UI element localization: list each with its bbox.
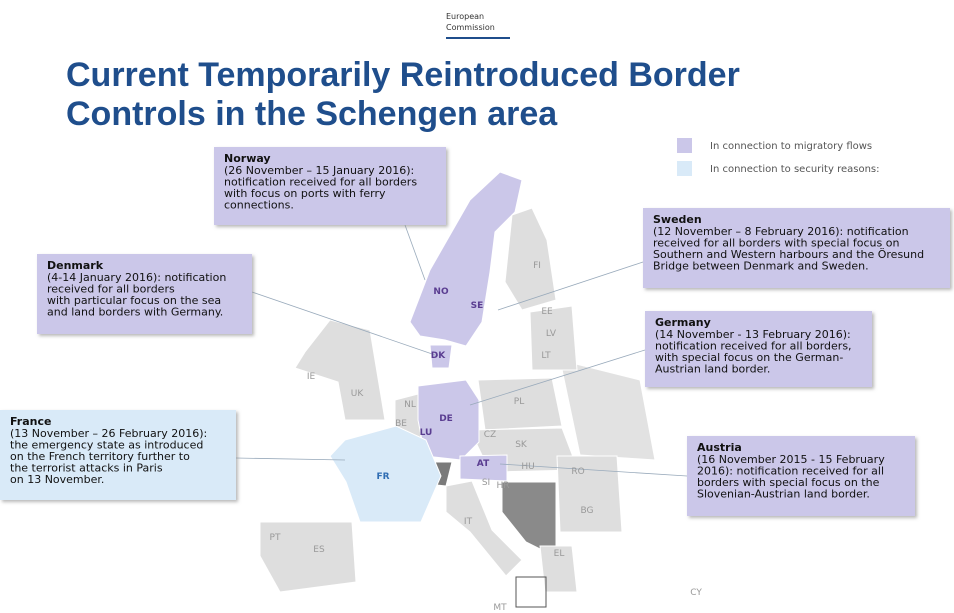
callout-title: Sweden — [653, 213, 702, 226]
country-label: SE — [471, 301, 484, 311]
callout-box — [645, 311, 872, 387]
country-label: SI — [482, 478, 490, 488]
land — [259, 521, 357, 593]
callout-line: on 13 November. — [10, 473, 104, 486]
callout-line: (14 November - 13 February 2016): — [655, 328, 851, 341]
land — [417, 379, 480, 461]
legend-swatch — [677, 161, 692, 176]
legend-swatch — [677, 138, 692, 153]
callout-line: received for all borders — [47, 283, 175, 296]
connector — [469, 349, 646, 406]
callout-line: (4-14 January 2016): notification — [47, 271, 226, 284]
callout-line: (13 November – 26 February 2016): — [10, 427, 207, 440]
country-label: CZ — [484, 430, 496, 440]
callout-title: Austria — [697, 441, 742, 454]
country-label: NO — [433, 287, 449, 297]
country-label: LT — [541, 351, 551, 361]
country-label: RO — [571, 467, 584, 477]
land — [477, 377, 563, 431]
country-label: EL — [554, 549, 565, 559]
country-label: UK — [351, 389, 365, 399]
land — [459, 454, 508, 482]
country-label: DE — [439, 414, 453, 424]
callout-line: (12 November – 8 February 2016): notific… — [653, 225, 909, 238]
callout-line: received for all borders with special fo… — [653, 237, 899, 250]
country-label: IE — [307, 372, 316, 382]
country-label: AT — [477, 459, 490, 469]
country-label: IT — [464, 517, 473, 527]
country-label: FI — [533, 261, 541, 271]
connector — [499, 463, 688, 477]
country-label: PL — [514, 397, 524, 407]
legend-label: In connection to migratory flows — [710, 141, 872, 152]
callout-title: France — [10, 415, 51, 428]
country-label: EE — [541, 307, 553, 317]
callout-line: notification received for all borders, — [655, 340, 852, 353]
map — [259, 171, 656, 608]
land — [559, 359, 656, 461]
callout-line: with special focus on the German- — [655, 351, 843, 364]
callout-box — [0, 410, 236, 500]
callout-title: Norway — [224, 152, 271, 165]
country-label: BG — [581, 506, 594, 516]
inset-frame — [515, 576, 547, 608]
country-label: FR — [376, 472, 389, 482]
connector — [235, 457, 346, 461]
callout-line: borders with special focus on the — [697, 476, 880, 489]
callout-title: Denmark — [47, 259, 104, 272]
country-label: HU — [521, 462, 534, 472]
callout-line: Bridge between Denmark and Sweden. — [653, 260, 869, 273]
callout-box — [214, 147, 446, 225]
title-line: Controls in the Schengen area — [66, 95, 558, 133]
country-label: PT — [270, 533, 281, 543]
callout-line: connections. — [224, 199, 294, 212]
country-label: MT — [493, 603, 507, 613]
country-label: LV — [546, 329, 557, 339]
title-line: Current Temporarily Reintroduced Border — [66, 56, 740, 94]
callout-line: Slovenian-Austrian land border. — [697, 488, 870, 501]
country-label: BE — [395, 419, 407, 429]
callout-box — [37, 254, 252, 334]
connector — [404, 224, 426, 281]
callout-line: Southern and Western harbours and the Ör… — [653, 248, 924, 261]
country-label: CY — [690, 588, 702, 598]
country-label: LU — [420, 428, 433, 438]
callout-line: notification received for all borders — [224, 176, 417, 189]
country-label: DK — [431, 351, 446, 361]
logo-line: Commission — [446, 23, 495, 32]
country-label: SK — [515, 440, 528, 450]
connector — [251, 291, 439, 357]
legend-label: In connection to security reasons: — [710, 164, 879, 175]
callout-line: (16 November 2015 - 15 February — [697, 453, 885, 466]
callout-line: Austrian land border. — [655, 363, 770, 376]
land — [504, 207, 557, 311]
callout-line: on the French territory further to — [10, 450, 190, 463]
callout-line: and land borders with Germany. — [47, 306, 223, 319]
land — [529, 305, 578, 371]
callout-line: the terrorist attacks in Paris — [10, 462, 163, 475]
land — [409, 171, 523, 347]
land — [294, 319, 386, 421]
land — [329, 425, 442, 523]
country-label: HR — [496, 481, 509, 491]
callout-box — [687, 436, 915, 516]
logo-line: European — [446, 12, 484, 21]
callout-line: with focus on ports with ferry — [224, 187, 386, 200]
connectors — [235, 224, 688, 477]
country-label: ES — [313, 545, 325, 555]
callout-line: with particular focus on the sea — [47, 294, 221, 307]
country-label: NL — [404, 400, 416, 410]
callout-box — [643, 208, 950, 288]
callout-line: 2016): notification received for all — [697, 465, 884, 478]
callout-line: the emergency state as introduced — [10, 439, 203, 452]
callout-title: Germany — [655, 316, 711, 329]
connector — [497, 261, 644, 311]
callout-line: (26 November – 15 January 2016): — [224, 164, 414, 177]
land — [429, 344, 453, 369]
land — [445, 480, 523, 577]
land — [556, 455, 623, 533]
